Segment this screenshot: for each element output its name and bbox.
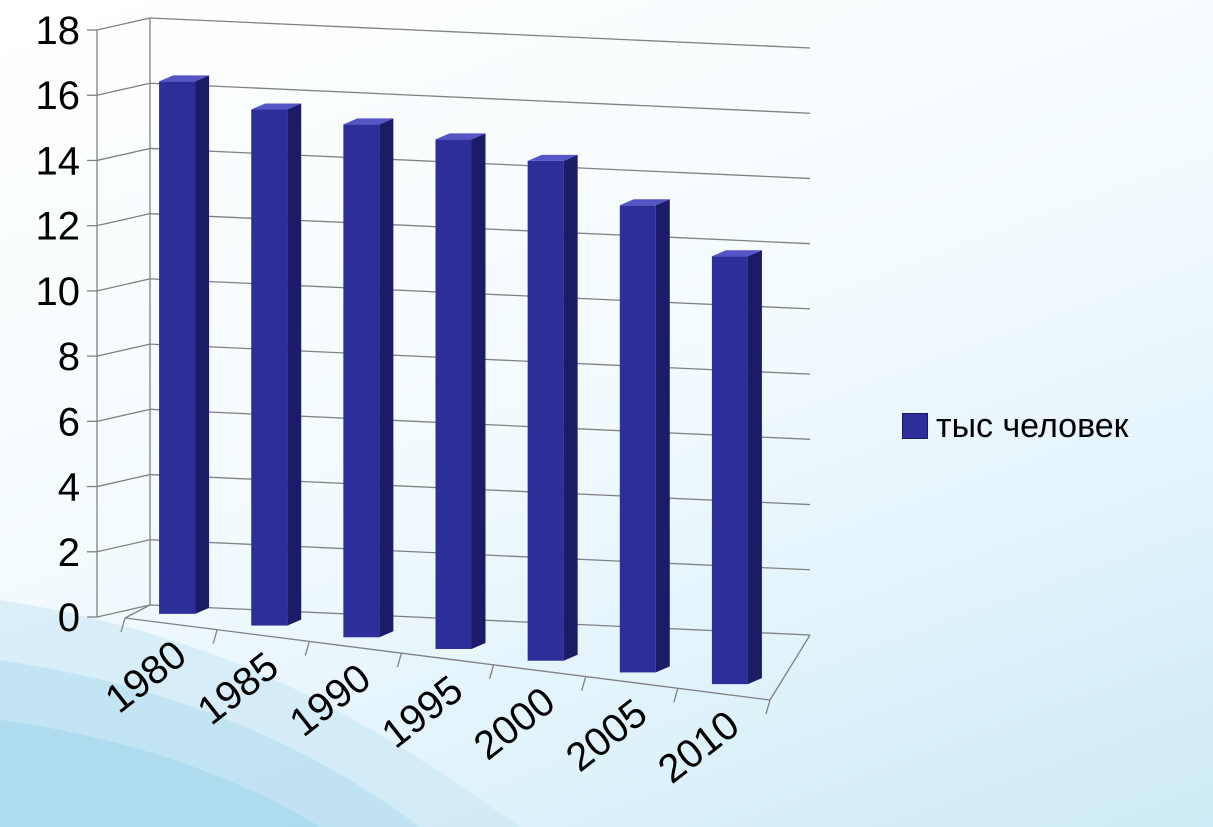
bar-side <box>747 250 762 685</box>
gridline-side <box>96 408 151 422</box>
bar-side <box>287 103 302 626</box>
axes <box>87 18 811 715</box>
y-tick-label: 0 <box>58 596 80 640</box>
bar-top <box>711 250 762 257</box>
bar <box>251 109 288 626</box>
x-tick-mark <box>120 617 126 633</box>
x-tick-mark <box>673 688 679 703</box>
x-tick-label: 2005 <box>558 691 655 780</box>
bar-top <box>251 103 302 110</box>
x-tick-mark <box>304 641 310 656</box>
bar <box>435 139 472 649</box>
bar-side <box>379 118 394 638</box>
y-axis-tick-labels: 0 2 4 6 8 10 12 14 16 18 <box>36 9 81 640</box>
y-tick-label: 8 <box>58 335 80 379</box>
bar <box>619 205 656 673</box>
gridline <box>149 17 811 49</box>
y-tick-label: 18 <box>36 9 81 53</box>
bar-side <box>563 154 578 661</box>
y-tick-label: 2 <box>58 531 80 575</box>
y-tick-label: 16 <box>36 74 81 118</box>
y-tick-label: 4 <box>58 466 80 510</box>
legend-swatch <box>902 413 928 439</box>
gridline-side <box>96 213 151 227</box>
bar <box>711 256 748 685</box>
bar-top <box>619 199 670 206</box>
y-tick-label: 6 <box>58 400 80 444</box>
bar-top <box>527 154 578 161</box>
x-tick-label: 1995 <box>374 667 471 756</box>
gridline-side <box>96 539 151 553</box>
bar-top <box>159 75 210 82</box>
x-tick-mark <box>396 652 403 668</box>
bar-side <box>471 133 486 649</box>
y-tick-label: 10 <box>36 270 81 314</box>
gridline-side <box>96 343 151 357</box>
y-tick-label: 14 <box>36 139 81 183</box>
gridline-side <box>96 473 151 488</box>
x-tick-label: 2010 <box>650 703 747 792</box>
y-tick-label: 12 <box>36 205 81 249</box>
x-tick-label: 1980 <box>97 632 194 721</box>
legend-label: тыс человек <box>936 406 1129 445</box>
gridline-side <box>96 82 151 96</box>
x-tick-mark <box>212 629 218 644</box>
bars <box>159 75 762 685</box>
bar-top <box>435 133 486 140</box>
x-axis-line <box>124 617 771 701</box>
gridline-side <box>96 604 151 618</box>
bar <box>159 81 196 614</box>
x-tick-mark <box>581 676 587 691</box>
bar <box>527 160 564 661</box>
bar <box>343 124 380 638</box>
floor-edge-right <box>769 634 811 701</box>
x-tick-mark <box>488 664 495 680</box>
bar-side <box>195 75 210 614</box>
bar-side <box>655 199 670 673</box>
x-tick-label: 1985 <box>190 644 287 733</box>
gridline-side <box>96 147 151 162</box>
gridline-side <box>96 17 151 31</box>
x-tick-label: 1990 <box>282 656 379 745</box>
bar-top <box>343 118 394 125</box>
legend: тыс человек <box>902 404 1129 448</box>
floor-edge-left <box>124 604 151 619</box>
x-tick-mark <box>765 699 771 715</box>
gridline <box>149 82 811 114</box>
gridline-side <box>96 278 151 292</box>
x-tick-label: 2000 <box>466 679 563 768</box>
